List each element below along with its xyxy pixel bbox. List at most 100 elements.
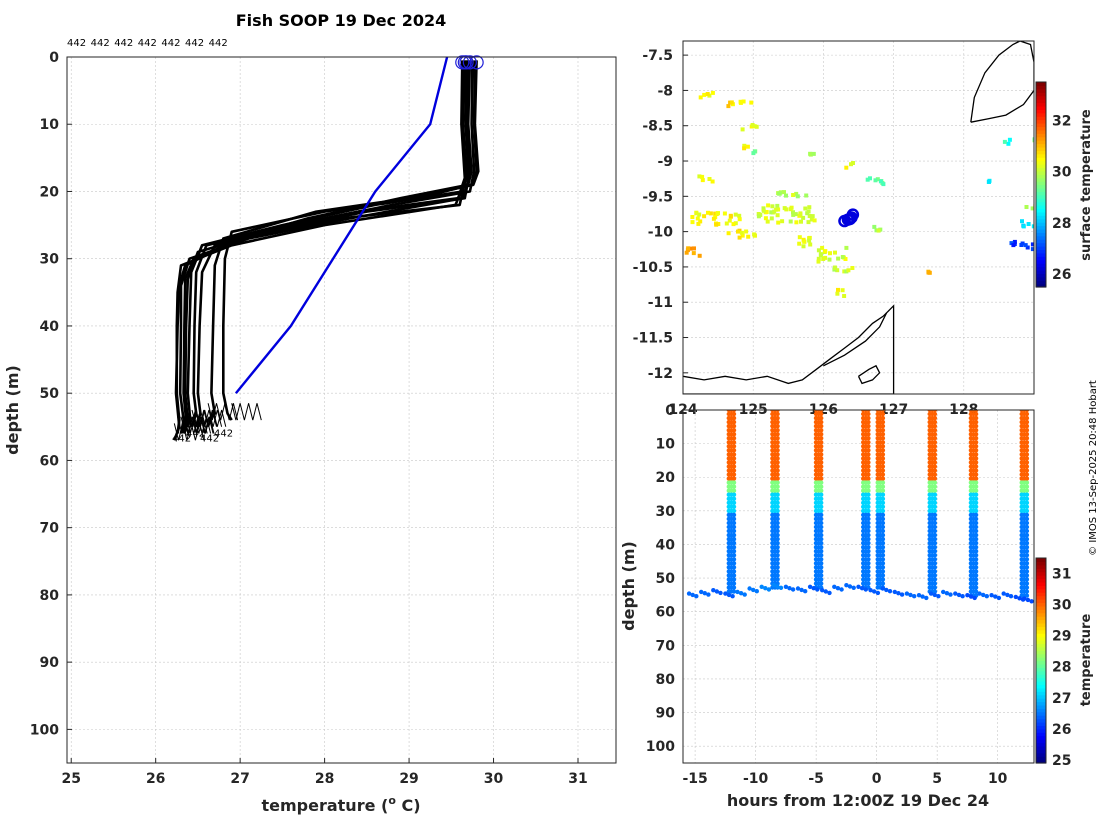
bottom-point (726, 592, 732, 598)
section-point (973, 581, 979, 586)
section-point (819, 536, 824, 542)
bottom-point (790, 587, 796, 592)
section-point (973, 428, 979, 433)
colorbar-segment (1036, 187, 1046, 192)
section-point (880, 520, 886, 526)
colorbar-segment (1036, 249, 1046, 254)
section-point (973, 484, 979, 489)
section-point (731, 410, 737, 413)
profile-count-label: 442 (185, 38, 204, 49)
section-point (819, 557, 824, 562)
section-point (880, 557, 886, 562)
profile-y-tick-label: 50 (40, 386, 60, 402)
bottom-point (1022, 596, 1027, 601)
section-point (932, 504, 938, 509)
map-coastline (683, 41, 1034, 394)
sst-pixel (865, 177, 870, 182)
section-point (880, 496, 886, 501)
section-point (1024, 440, 1030, 445)
section-point (1024, 423, 1030, 429)
bottom-point (896, 591, 901, 596)
bottom-point (795, 586, 801, 591)
section-point (731, 464, 737, 469)
colorbar-segment (1036, 269, 1046, 274)
section-point (819, 545, 824, 550)
section-point (973, 569, 979, 574)
section-point (866, 484, 871, 489)
profile-x-tick-label: 29 (399, 771, 418, 787)
bottom-point (1025, 597, 1031, 603)
colorbar-segment (1036, 619, 1046, 624)
section-point (731, 452, 737, 457)
bottom-point (803, 589, 808, 594)
section-point (973, 415, 979, 421)
section-point (1024, 524, 1030, 530)
section-point (1024, 581, 1030, 586)
sst-pixel (1012, 239, 1017, 244)
bottom-point (863, 587, 868, 592)
map-y-tick-label: -12 (648, 366, 673, 382)
sst-pixel (812, 218, 817, 223)
section-x-tick-label: -10 (743, 771, 769, 787)
sst-pixel (744, 229, 749, 234)
section-point (731, 419, 737, 425)
section-point (932, 423, 938, 429)
section-y-tick-label: 30 (656, 504, 676, 520)
section-point (1024, 411, 1030, 417)
sst-pixel (697, 212, 702, 217)
bottom-point (844, 583, 849, 588)
section-point (932, 410, 938, 413)
colorbar-segment (1036, 663, 1046, 668)
sst-pixel (731, 222, 736, 227)
section-point (866, 444, 871, 449)
profile-count-label: 442 (91, 38, 110, 49)
section-point (973, 557, 979, 562)
section-point (731, 476, 737, 481)
sst-pixel (881, 182, 886, 187)
section-point (775, 500, 780, 505)
figure-title: Fish SOOP 19 Dec 2024 (236, 11, 446, 30)
sst-pixel (802, 239, 807, 244)
colorbar-segment (1036, 133, 1046, 138)
surface-marker (457, 55, 472, 70)
bottom-point (820, 588, 825, 593)
bottom-point (799, 587, 804, 593)
section-point (1024, 561, 1030, 566)
section-point (775, 516, 780, 522)
bottom-point (875, 590, 881, 596)
bottom-point (908, 592, 913, 598)
section-point (819, 492, 824, 497)
sst-pixel (766, 203, 771, 208)
section-point (819, 452, 824, 457)
profile-y-tick-label: 20 (40, 184, 60, 200)
sst-pixel (808, 152, 813, 157)
colorbar-segment (1036, 602, 1046, 607)
sst-pixel (724, 221, 729, 226)
section-point (731, 528, 737, 534)
bottom-point (735, 589, 740, 595)
colorbar-segment (1036, 150, 1046, 155)
section-point (880, 436, 886, 441)
colorbar-segment (1036, 595, 1046, 600)
bottom-point (771, 583, 776, 588)
section-point (866, 432, 871, 437)
sst-pixel (775, 203, 780, 208)
section-point (932, 419, 938, 425)
bottom-point (742, 592, 747, 597)
sst-pixel (986, 179, 991, 184)
section-point (731, 500, 737, 505)
section-point (932, 436, 938, 441)
colorbar-segment (1036, 588, 1046, 593)
sst-pixel (769, 216, 774, 221)
sst-pixel (1011, 243, 1016, 248)
colorbar-segment (1036, 633, 1046, 638)
sst-pixel (736, 229, 740, 234)
section-point (819, 565, 824, 570)
section-point (731, 553, 737, 558)
sst-pixel (729, 100, 734, 105)
section-point (1024, 577, 1030, 582)
sst-pixel (791, 210, 795, 215)
section-point (973, 545, 979, 550)
section-point (775, 565, 780, 570)
sst-pixel (700, 178, 705, 183)
